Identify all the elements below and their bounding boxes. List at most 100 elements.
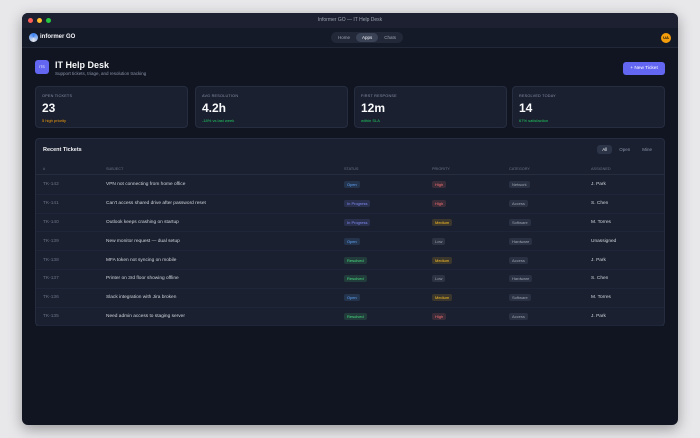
column-label: STATUS (344, 166, 359, 171)
app-bar: informer GO Home Apps Chats UA (22, 28, 678, 48)
category-cell: Hardware (509, 237, 591, 245)
column-label: SUBJECT (106, 166, 124, 171)
status-badge: In Progress (344, 218, 371, 226)
stat-note: within SLA (361, 118, 380, 123)
avatar[interactable]: UA (661, 33, 671, 43)
ticket-subject: Outlook keeps crashing on startup (106, 219, 179, 225)
stat-label: AVG RESOLUTION (202, 94, 239, 98)
nav-tab[interactable]: Home (338, 35, 351, 40)
status-badge: Resolved (344, 256, 367, 264)
priority-badge: High (432, 181, 447, 189)
category-cell: Software (509, 294, 591, 302)
category-badge: Access (509, 256, 528, 264)
logo (29, 33, 38, 42)
priority-cell: High (432, 312, 509, 320)
ticket-subject: MFA token not syncing on mobile (106, 257, 177, 263)
priority-badge: Low (432, 275, 446, 283)
ticket-row[interactable]: TK-136 Slack integration with Jira broken… (36, 289, 664, 308)
stat-card: AVG RESOLUTION 4.2h -18% vs last week (195, 86, 348, 128)
assignee: J. Park (591, 257, 606, 263)
status-badge: Open (344, 237, 360, 245)
stat-note: -18% vs last week (202, 118, 235, 123)
category-badge: Hardware (509, 275, 533, 283)
priority-badge: High (432, 312, 447, 320)
ticket-row[interactable]: TK-139 New monitor request — dual setup Op… (36, 232, 664, 252)
ticket-row[interactable]: TK-138 MFA token not syncing on mobile Res… (36, 251, 664, 270)
ticket-id: TK-142 (43, 182, 59, 188)
minimize-button[interactable] (37, 18, 42, 23)
stat-label: FIRST RESPONSE (361, 94, 397, 98)
column-label: PRIORITY (432, 166, 450, 171)
stat-card: FIRST RESPONSE 12m within SLA (354, 86, 507, 128)
stat-value: 14 (519, 101, 533, 115)
ticket-id: TK-141 (43, 201, 59, 207)
stat-note: 5 high priority (42, 118, 67, 123)
category-cell: Hardware (509, 275, 591, 283)
priority-cell: High (432, 181, 509, 189)
status-badge: In Progress (344, 200, 371, 208)
priority-cell: Medium (432, 256, 509, 264)
window: Informer GO — IT Help Desk informer GO H… (22, 13, 678, 425)
category-badge: Access (509, 312, 528, 320)
brand: informer GO (40, 34, 76, 40)
status-cell: Resolved (344, 256, 432, 264)
ticket-id: TK-135 (43, 313, 59, 319)
assignee: J. Park (591, 313, 606, 319)
filters: All Open Mine (597, 145, 657, 154)
category-cell: Network (509, 181, 591, 189)
filter-tab[interactable]: Mine (642, 147, 652, 152)
status-badge: Resolved (344, 312, 367, 320)
assignee: M. Torres (591, 219, 611, 225)
nav-tab[interactable]: Chats (384, 35, 397, 40)
ticket-row[interactable]: TK-142 VPN not connecting from home offic… (36, 176, 664, 195)
status-cell: Resolved (344, 312, 432, 320)
ticket-id: TK-136 (43, 295, 59, 301)
new-ticket-button[interactable]: + New Ticket (623, 62, 665, 75)
column-label: # (43, 166, 46, 171)
stat-label: RESOLVED TODAY (519, 94, 556, 98)
ticket-id: TK-138 (43, 257, 59, 263)
ticket-row[interactable]: TK-141 Can't access shared drive after pa… (36, 195, 664, 214)
close-button[interactable] (28, 18, 33, 23)
window-title: Informer GO — IT Help Desk (317, 17, 383, 23)
column-label: ASSIGNED (591, 166, 611, 171)
ticket-row[interactable]: TK-137 Printer on 3rd floor showing offli… (36, 270, 664, 289)
status-cell: Open (344, 181, 432, 189)
column-header: # SUBJECT STATUS PRIORITY CATEGORY ASSIGNED (36, 163, 664, 175)
status-cell: In Progress (344, 200, 432, 208)
priority-cell: Low (432, 237, 509, 245)
category-badge: Network (509, 181, 530, 189)
stat-value: 12m (361, 101, 386, 115)
priority-cell: High (432, 200, 509, 208)
page-title: IT Help Desk (55, 60, 110, 70)
status-cell: In Progress (344, 218, 432, 226)
category-badge: Software (509, 218, 531, 226)
ticket-id: TK-139 (43, 238, 59, 244)
maximize-button[interactable] (46, 18, 51, 23)
priority-cell: Medium (432, 294, 509, 302)
status-badge: Resolved (344, 275, 367, 283)
ticket-subject: Can't access shared drive after password… (106, 201, 206, 207)
assignee: M. Torres (591, 295, 611, 301)
priority-badge: High (432, 200, 447, 208)
priority-badge: Medium (432, 218, 453, 226)
stat-card: RESOLVED TODAY 14 67% satisfaction (512, 86, 665, 128)
status-badge: Open (344, 181, 360, 189)
nav-tabs: Home Apps Chats (331, 32, 404, 43)
stat-note: 67% satisfaction (519, 118, 549, 123)
status-cell: Resolved (344, 275, 432, 283)
tickets-card: Recent Tickets All Open Mine # SUBJECT STATU… (35, 138, 665, 327)
category-cell: Access (509, 200, 591, 208)
ticket-subject: Printer on 3rd floor showing offline (106, 276, 179, 282)
ticket-row[interactable]: TK-140 Outlook keeps crashing on startup I… (36, 214, 664, 233)
filter-tab[interactable]: Open (619, 147, 631, 152)
ticket-subject: Slack integration with Jira broken (106, 295, 177, 301)
nav-tab[interactable]: Apps (356, 33, 379, 42)
filter-tab[interactable]: All (597, 145, 613, 154)
ticket-row[interactable]: TK-135 Need admin access to staging serve… (36, 308, 664, 327)
ticket-subject: VPN not connecting from home office (106, 182, 186, 188)
category-cell: Access (509, 256, 591, 264)
column-label: CATEGORY (509, 166, 530, 171)
assignee: J. Park (591, 182, 606, 188)
